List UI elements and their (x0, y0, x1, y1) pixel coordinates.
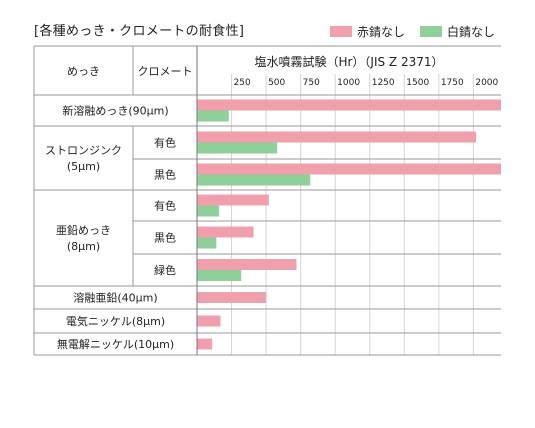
legend-label-white: 白錆なし (447, 25, 496, 39)
bar-white-rust (197, 205, 220, 217)
x-tick-label: 1500 (406, 78, 429, 88)
chromate-label: 黒色 (154, 168, 176, 182)
bar-white-rust (197, 142, 278, 154)
bar-red-rust (197, 338, 213, 350)
plating-label: ストロンジンク (45, 144, 122, 157)
x-tick-label: 2000 (475, 78, 498, 88)
bar-white-rust (197, 270, 242, 281)
bar-red-rust (197, 226, 254, 238)
bar-white-rust (197, 174, 311, 186)
legend-label-red: 赤錆なし (357, 25, 406, 39)
bar-red-rust (197, 131, 477, 143)
bar-white-rust (197, 110, 229, 122)
plating-label: 溶融亜鉛(40μm) (73, 291, 157, 305)
header-chromate: クロメート (138, 65, 193, 78)
plating-label: 無電解ニッケル(10μm) (57, 337, 174, 351)
plating-label: (8μm) (67, 240, 100, 253)
header-plating: めっき (67, 65, 100, 78)
chart-title: [各種めっき・クロメートの耐食性] (34, 24, 245, 39)
plating-label: 電気ニッケル(8μm) (66, 314, 165, 328)
x-tick-label: 250 (234, 78, 251, 88)
legend-swatch-white (420, 26, 442, 37)
plating-label: 新溶融めっき(90μm) (62, 104, 168, 118)
x-tick-label: 1250 (372, 78, 395, 88)
plating-label: (5μm) (67, 160, 100, 173)
chromate-label: 有色 (154, 199, 176, 213)
x-tick-label: 1750 (441, 78, 464, 88)
bar-white-rust (197, 237, 217, 249)
bar-red-rust (197, 99, 501, 111)
x-tick-label: 750 (303, 78, 320, 88)
bar-red-rust (197, 292, 267, 303)
legend-swatch-red (330, 26, 352, 37)
bar-red-rust (197, 259, 297, 270)
bar-red-rust (197, 163, 501, 175)
legend-item-red-rust: 赤錆なし (330, 23, 405, 40)
chromate-label: 黒色 (154, 231, 176, 245)
chromate-label: 有色 (154, 136, 176, 150)
legend-item-white-rust: 白錆なし (420, 23, 495, 40)
x-tick-label: 500 (268, 78, 285, 88)
x-tick-label: 1000 (337, 78, 360, 88)
plot-title: 塩水噴霧試験（Hr）（JIS Z 2371） (254, 54, 443, 69)
plating-label: 亜鉛めっき (56, 223, 111, 237)
bar-red-rust (197, 315, 221, 327)
bar-red-rust (197, 194, 269, 206)
chromate-label: 緑色 (154, 263, 176, 277)
